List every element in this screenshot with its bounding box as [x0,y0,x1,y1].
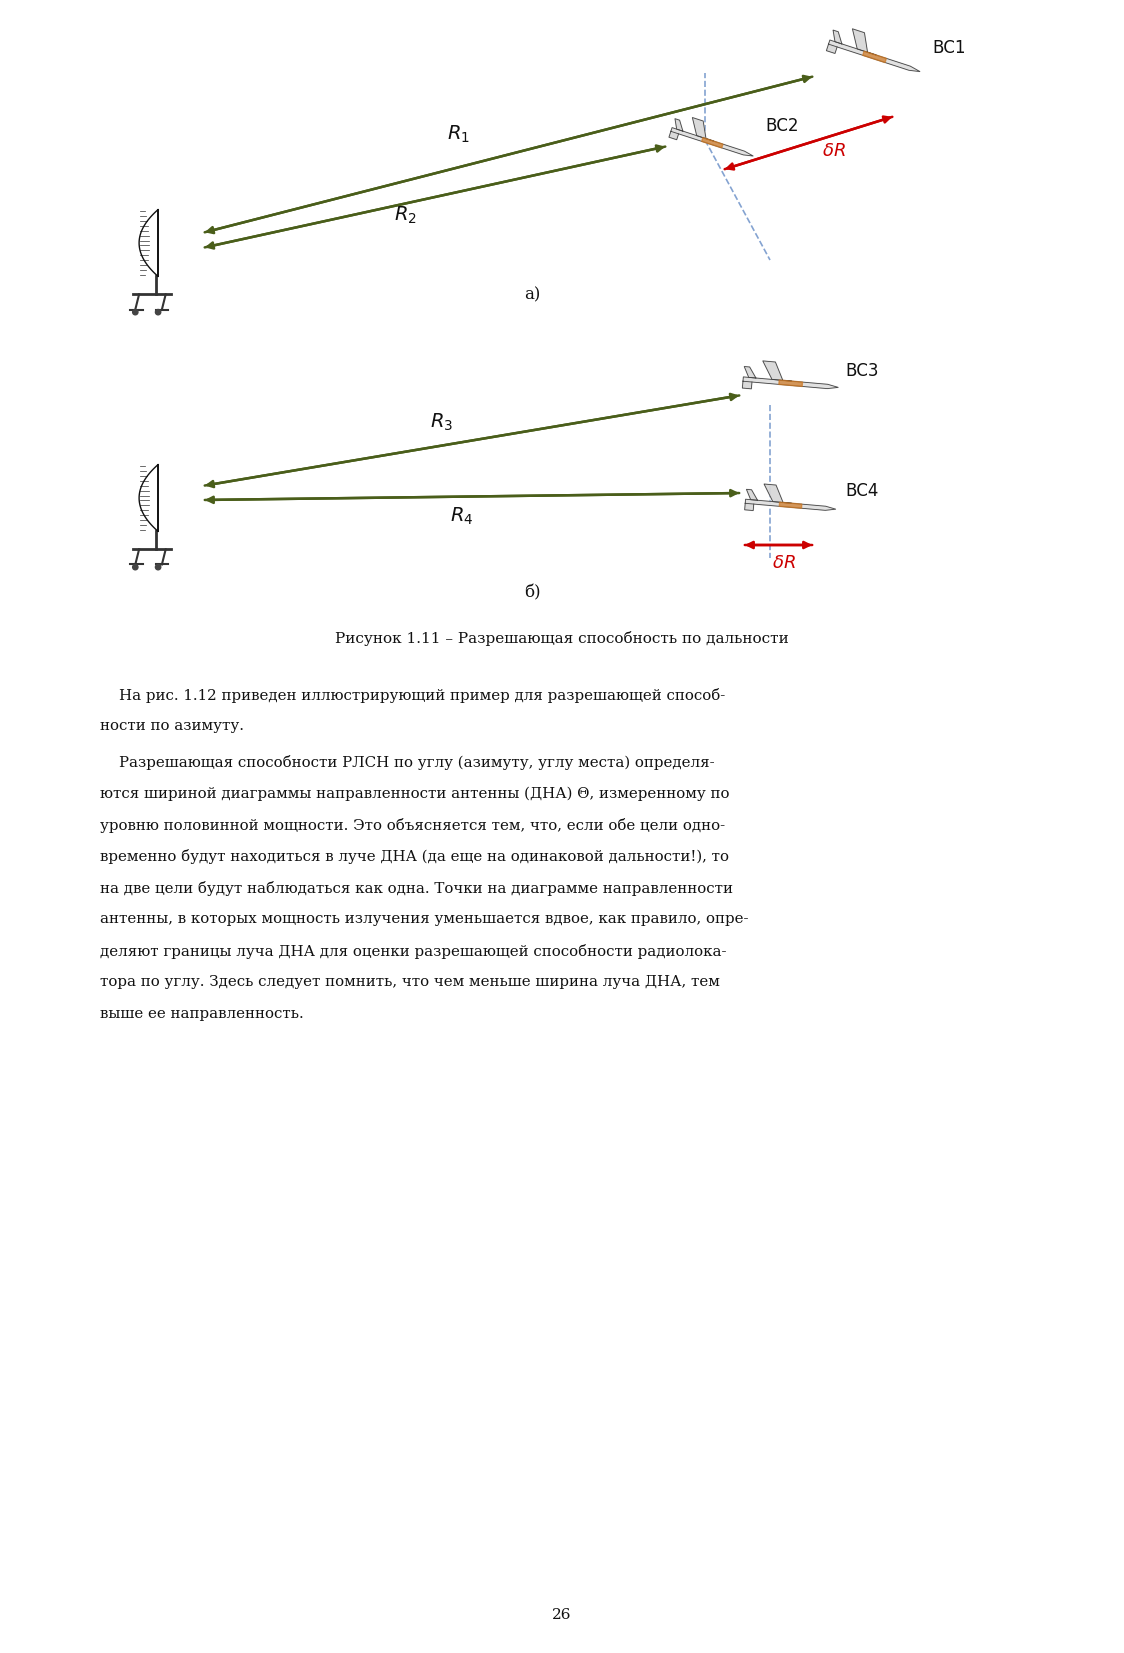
Text: $\delta R$: $\delta R$ [771,554,796,572]
Text: $\delta R$: $\delta R$ [822,142,845,160]
Text: уровню половинной мощности. Это объясняется тем, что, если обе цели одно-: уровню половинной мощности. Это объясняе… [100,818,725,833]
Text: На рис. 1.12 приведен иллюстрирующий пример для разрешающей способ-: На рис. 1.12 приведен иллюстрирующий при… [100,688,725,703]
Polygon shape [701,137,723,147]
Polygon shape [692,117,714,141]
Circle shape [133,565,138,570]
Text: $R_4$: $R_4$ [451,506,473,527]
Text: Разрешающая способности РЛСН по углу (азимуту, углу места) определя-: Разрешающая способности РЛСН по углу (аз… [100,755,715,770]
Polygon shape [669,131,679,141]
Polygon shape [826,45,837,53]
Polygon shape [779,380,803,387]
Text: $R_1$: $R_1$ [447,124,470,145]
Polygon shape [852,28,876,55]
Text: антенны, в которых мощность излучения уменьшается вдвое, как правило, опре-: антенны, в которых мощность излучения ум… [100,912,749,926]
Text: ности по азимуту.: ности по азимуту. [100,719,244,734]
Polygon shape [833,30,842,45]
Text: ВС1: ВС1 [932,40,966,56]
Text: ВС4: ВС4 [845,483,878,499]
Polygon shape [742,382,752,388]
Polygon shape [763,360,791,382]
Text: ВС3: ВС3 [845,362,879,380]
Text: ются шириной диаграммы направленности антенны (ДНА) Θ, измеренному по: ются шириной диаграммы направленности ан… [100,787,729,802]
Text: Рисунок 1.11 – Разрешающая способность по дальности: Рисунок 1.11 – Разрешающая способность п… [335,630,789,646]
Polygon shape [779,503,801,507]
Text: деляют границы луча ДНА для оценки разрешающей способности радиолока-: деляют границы луча ДНА для оценки разре… [100,944,726,959]
Polygon shape [671,127,753,155]
Polygon shape [746,489,758,501]
Circle shape [133,309,138,314]
Text: $R_3$: $R_3$ [430,412,454,433]
Text: ВС2: ВС2 [765,117,798,136]
Polygon shape [745,499,836,511]
Polygon shape [743,377,839,388]
Text: временно будут находиться в луче ДНА (да еще на одинаковой дальности!), то: временно будут находиться в луче ДНА (да… [100,850,729,865]
Text: $R_2$: $R_2$ [393,205,416,226]
Text: тора по углу. Здесь следует помнить, что чем меньше ширина луча ДНА, тем: тора по углу. Здесь следует помнить, что… [100,975,719,990]
Polygon shape [828,40,919,71]
Polygon shape [863,51,887,63]
Polygon shape [744,367,756,379]
Text: на две цели будут наблюдаться как одна. Точки на диаграмме направленности: на две цели будут наблюдаться как одна. … [100,881,733,896]
Text: выше ее направленность.: выше ее направленность. [100,1007,303,1022]
Polygon shape [745,503,754,511]
Polygon shape [764,484,791,503]
Circle shape [155,565,161,570]
Polygon shape [676,119,683,131]
Text: а): а) [524,286,541,304]
Text: 26: 26 [552,1608,572,1622]
Circle shape [155,309,161,314]
Text: б): б) [524,585,541,602]
